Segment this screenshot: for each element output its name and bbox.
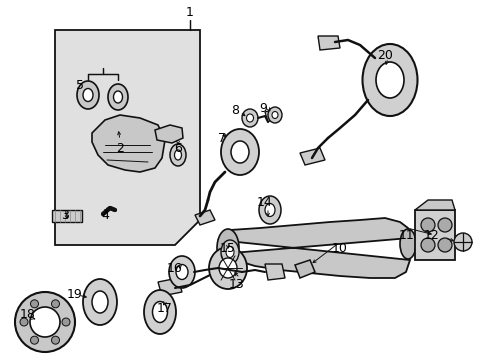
Ellipse shape: [221, 240, 239, 264]
Circle shape: [30, 336, 39, 344]
Text: 12: 12: [423, 229, 439, 242]
Ellipse shape: [246, 114, 253, 122]
Ellipse shape: [77, 81, 99, 109]
Ellipse shape: [169, 256, 195, 288]
Polygon shape: [414, 210, 454, 260]
Text: 16: 16: [167, 261, 183, 274]
Polygon shape: [218, 218, 409, 278]
Polygon shape: [158, 278, 182, 296]
Text: 10: 10: [331, 242, 347, 255]
Polygon shape: [155, 125, 183, 143]
Polygon shape: [294, 260, 314, 278]
Circle shape: [51, 300, 60, 308]
Circle shape: [30, 307, 60, 337]
Ellipse shape: [113, 91, 122, 103]
Ellipse shape: [152, 302, 167, 323]
Ellipse shape: [83, 279, 117, 325]
Circle shape: [20, 318, 28, 326]
Text: 1: 1: [185, 5, 194, 18]
Ellipse shape: [92, 291, 108, 313]
Circle shape: [453, 233, 471, 251]
Ellipse shape: [362, 44, 417, 116]
Ellipse shape: [208, 247, 246, 289]
Text: 4: 4: [101, 208, 109, 221]
Circle shape: [51, 336, 60, 344]
Text: 18: 18: [20, 309, 36, 321]
Polygon shape: [55, 30, 200, 245]
Ellipse shape: [230, 141, 248, 163]
Text: 17: 17: [157, 302, 173, 315]
Ellipse shape: [108, 84, 128, 110]
Ellipse shape: [143, 290, 176, 334]
Circle shape: [15, 292, 75, 352]
Ellipse shape: [264, 203, 274, 216]
Ellipse shape: [399, 229, 415, 259]
Circle shape: [437, 238, 451, 252]
Polygon shape: [264, 264, 285, 280]
Polygon shape: [92, 115, 164, 172]
Polygon shape: [414, 200, 454, 210]
Circle shape: [420, 218, 434, 232]
Circle shape: [30, 300, 39, 308]
Ellipse shape: [174, 150, 181, 160]
Text: 20: 20: [376, 49, 392, 62]
Text: 14: 14: [257, 195, 272, 208]
Text: 5: 5: [76, 78, 84, 91]
Polygon shape: [52, 210, 82, 222]
Ellipse shape: [375, 62, 403, 98]
Ellipse shape: [271, 112, 278, 118]
Ellipse shape: [221, 129, 259, 175]
Circle shape: [437, 218, 451, 232]
Ellipse shape: [259, 196, 281, 224]
Ellipse shape: [242, 109, 258, 127]
Ellipse shape: [176, 265, 187, 279]
Ellipse shape: [267, 107, 282, 123]
Text: 15: 15: [220, 242, 235, 255]
Text: 2: 2: [116, 141, 123, 154]
Ellipse shape: [217, 229, 239, 267]
Polygon shape: [264, 110, 274, 122]
Polygon shape: [317, 36, 339, 50]
Polygon shape: [299, 148, 325, 165]
Text: 9: 9: [259, 102, 266, 114]
Text: 3: 3: [61, 208, 69, 221]
Text: 8: 8: [230, 104, 239, 117]
Ellipse shape: [225, 247, 234, 257]
Text: 13: 13: [229, 279, 244, 292]
Text: 6: 6: [174, 141, 182, 154]
Text: 11: 11: [398, 229, 414, 242]
Text: 7: 7: [218, 131, 225, 144]
Ellipse shape: [219, 258, 237, 278]
Ellipse shape: [83, 89, 93, 102]
Circle shape: [420, 238, 434, 252]
Ellipse shape: [170, 144, 185, 166]
Text: 19: 19: [67, 288, 82, 302]
Polygon shape: [195, 210, 215, 225]
Circle shape: [62, 318, 70, 326]
